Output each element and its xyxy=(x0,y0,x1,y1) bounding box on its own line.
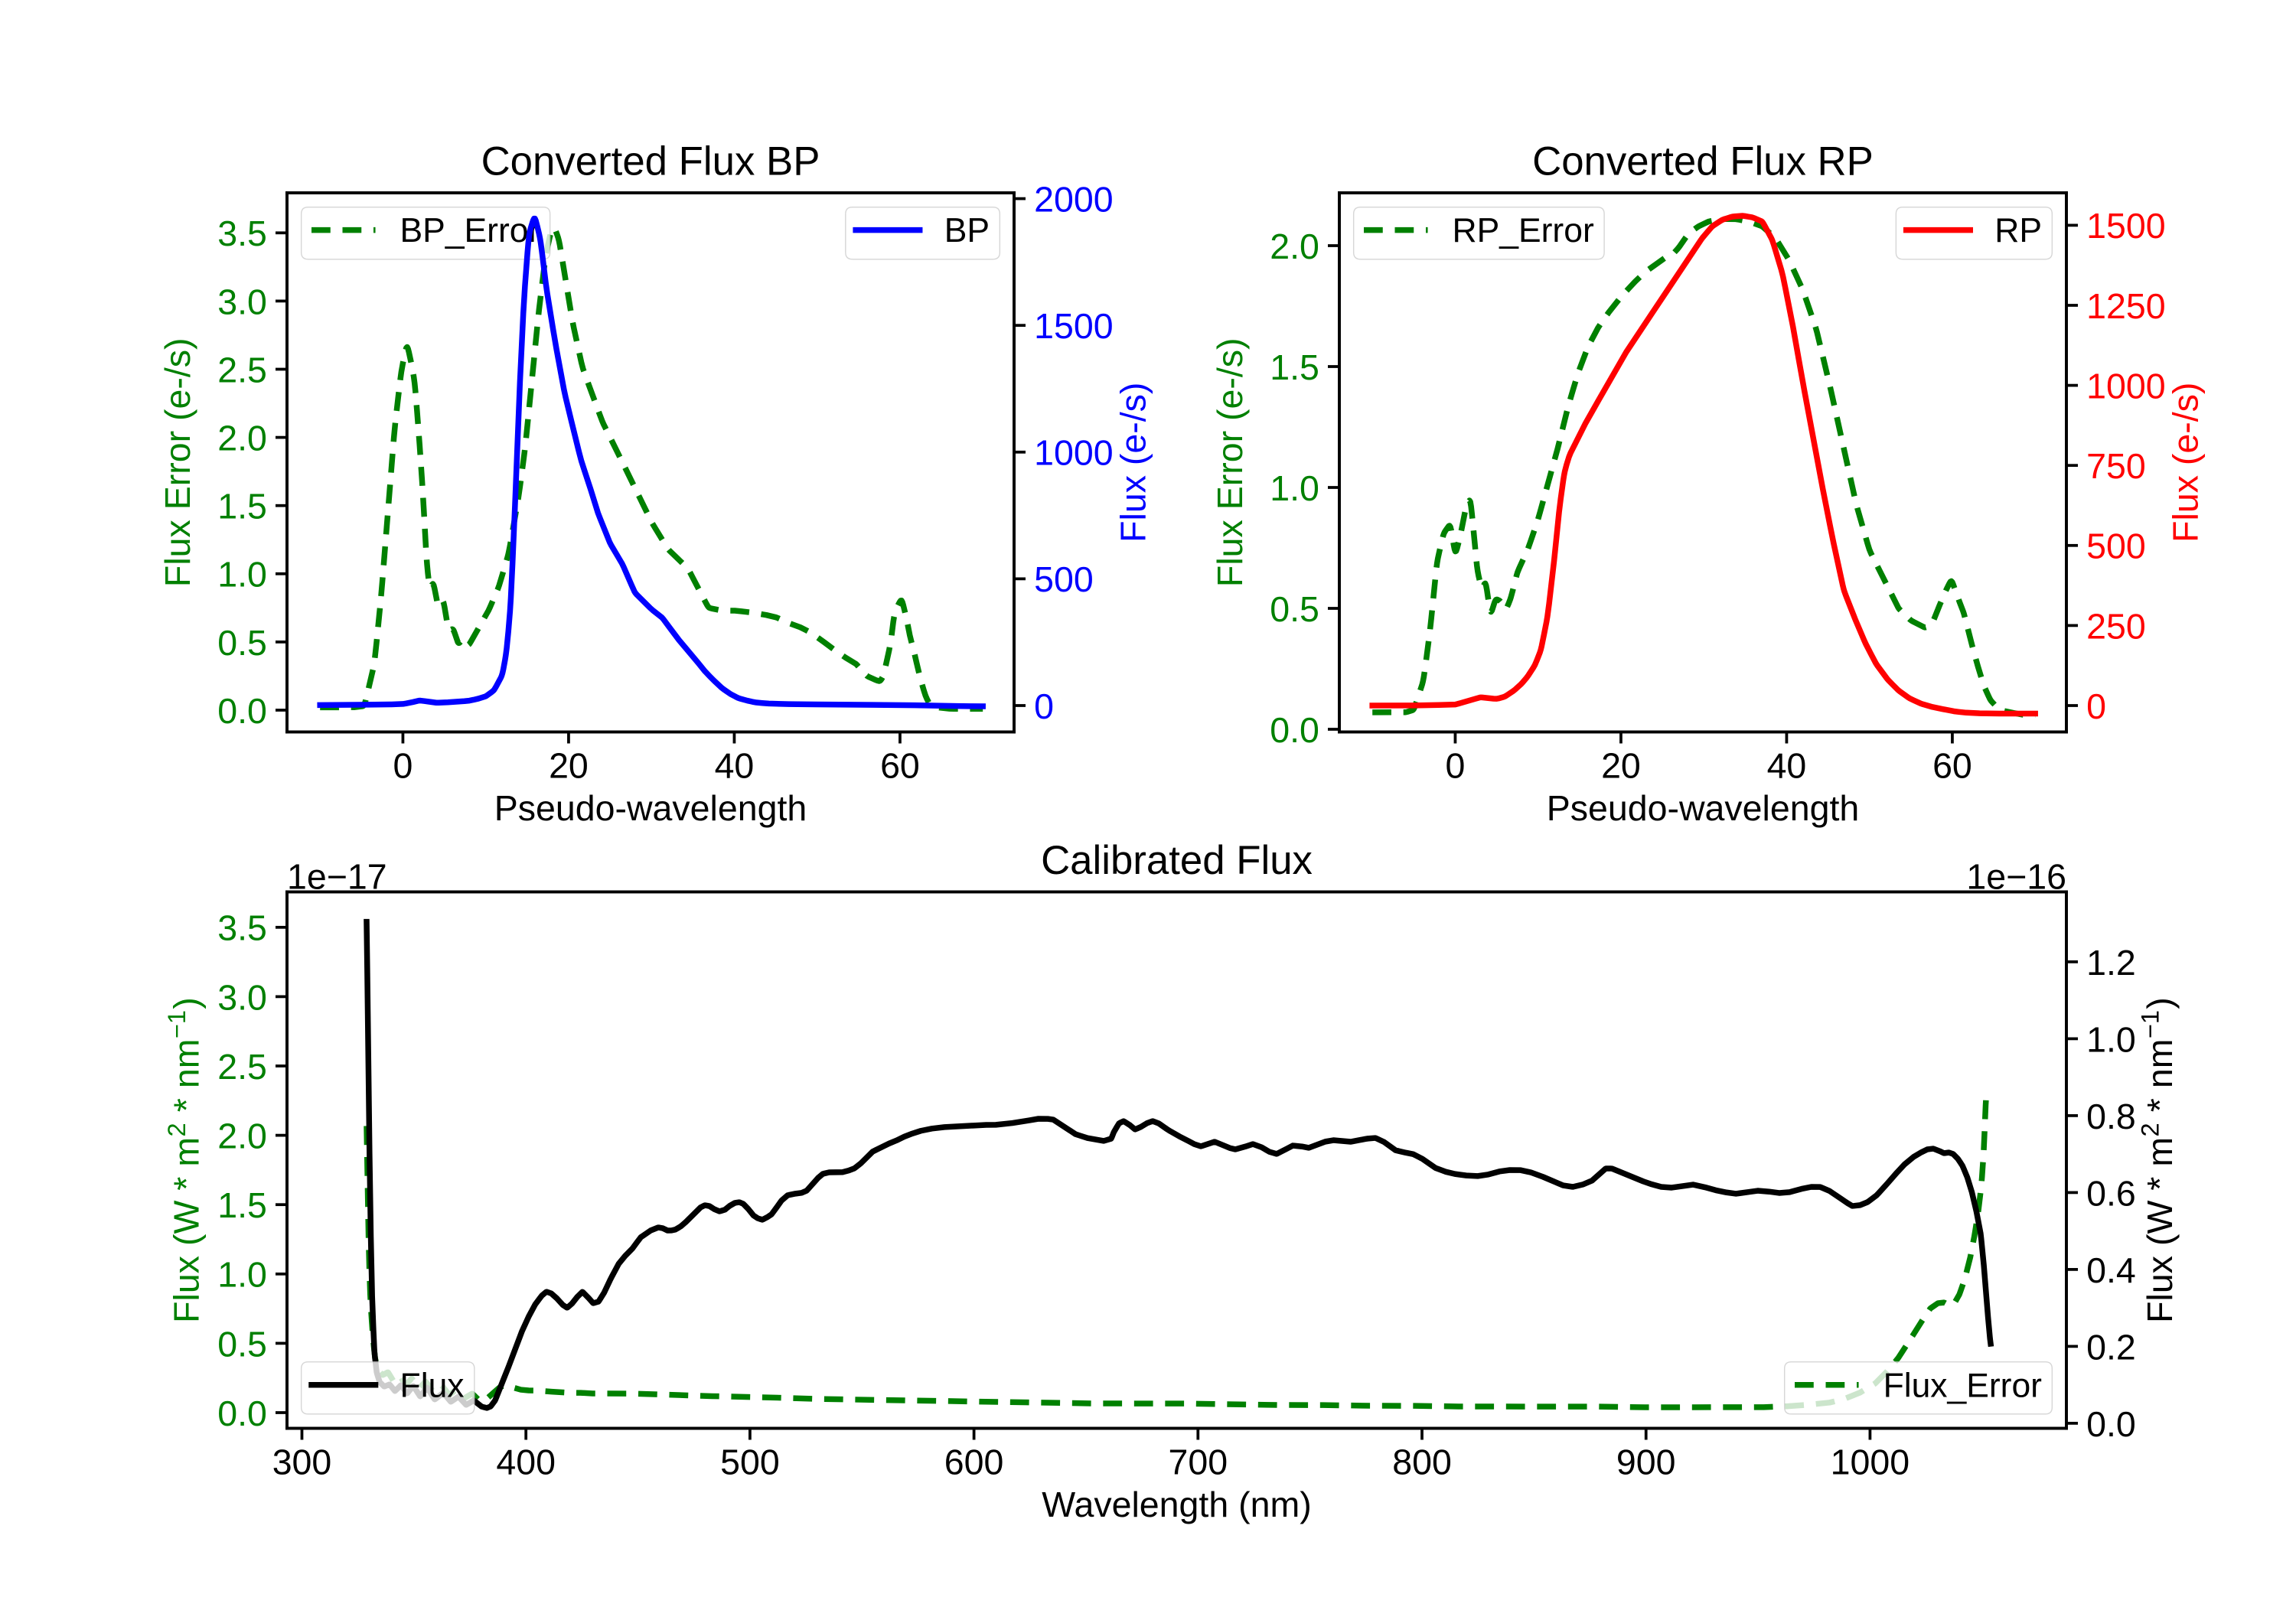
svg-text:0: 0 xyxy=(2086,686,2106,726)
svg-text:Flux (e-/s): Flux (e-/s) xyxy=(1114,383,1153,543)
svg-text:0.0: 0.0 xyxy=(217,1393,267,1433)
svg-text:2000: 2000 xyxy=(1034,179,1113,219)
svg-text:0.0: 0.0 xyxy=(217,691,267,731)
svg-text:1.0: 1.0 xyxy=(217,555,267,595)
svg-text:800: 800 xyxy=(1392,1442,1452,1482)
svg-text:Calibrated Flux: Calibrated Flux xyxy=(1041,838,1313,883)
svg-text:0: 0 xyxy=(1446,745,1466,785)
svg-text:0.8: 0.8 xyxy=(2086,1097,2136,1136)
svg-text:Wavelength (nm): Wavelength (nm) xyxy=(1042,1485,1311,1524)
svg-text:500: 500 xyxy=(720,1442,780,1482)
svg-text:2.0: 2.0 xyxy=(217,418,267,458)
svg-text:250: 250 xyxy=(2086,606,2146,646)
svg-text:20: 20 xyxy=(549,745,589,785)
svg-text:RP: RP xyxy=(1994,212,2042,249)
svg-text:500: 500 xyxy=(1034,559,1094,599)
svg-text:3.5: 3.5 xyxy=(217,214,267,253)
svg-text:500: 500 xyxy=(2086,526,2146,566)
svg-text:40: 40 xyxy=(715,745,755,785)
svg-text:3.5: 3.5 xyxy=(217,908,267,948)
svg-text:1500: 1500 xyxy=(1034,306,1113,346)
svg-text:1.5: 1.5 xyxy=(217,487,267,526)
svg-text:0: 0 xyxy=(1034,686,1054,726)
svg-text:400: 400 xyxy=(496,1442,556,1482)
svg-text:0.5: 0.5 xyxy=(217,1324,267,1364)
svg-text:Pseudo-wavelength: Pseudo-wavelength xyxy=(1547,788,1860,828)
svg-text:1e−17: 1e−17 xyxy=(287,856,387,896)
svg-text:1000: 1000 xyxy=(2086,366,2165,406)
svg-text:RP_Error: RP_Error xyxy=(1453,212,1594,249)
svg-text:1.5: 1.5 xyxy=(217,1185,267,1225)
svg-text:3.0: 3.0 xyxy=(217,282,267,321)
svg-text:2.5: 2.5 xyxy=(217,350,267,390)
svg-text:1500: 1500 xyxy=(2086,206,2165,246)
svg-text:1e−16: 1e−16 xyxy=(1966,856,2066,896)
svg-text:1.2: 1.2 xyxy=(2086,943,2136,983)
svg-text:1.0: 1.0 xyxy=(1270,468,1319,508)
svg-text:60: 60 xyxy=(880,745,920,785)
svg-text:BP: BP xyxy=(944,212,990,249)
svg-text:1250: 1250 xyxy=(2086,286,2165,326)
svg-text:1.0: 1.0 xyxy=(2086,1019,2136,1059)
svg-text:Flux Error (e-/s): Flux Error (e-/s) xyxy=(158,337,197,587)
svg-text:F l u x: F l u x ( W * m * n m ) 2 − 1 xyxy=(2137,993,2180,1323)
svg-text:0.0: 0.0 xyxy=(1270,710,1319,750)
svg-text:600: 600 xyxy=(944,1442,1004,1482)
svg-text:60: 60 xyxy=(1932,745,1972,785)
svg-text:3.0: 3.0 xyxy=(217,977,267,1017)
svg-text:Flux (e-/s): Flux (e-/s) xyxy=(2166,383,2206,543)
svg-text:1.5: 1.5 xyxy=(1270,347,1319,387)
svg-text:0.4: 0.4 xyxy=(2086,1250,2136,1290)
svg-text:20: 20 xyxy=(1601,745,1641,785)
svg-text:0.2: 0.2 xyxy=(2086,1327,2136,1367)
svg-text:F l u x: F l u x ( W * m * n m ) 2 − 1 xyxy=(163,993,206,1323)
svg-text:750: 750 xyxy=(2086,446,2146,486)
svg-text:Flux_Error: Flux_Error xyxy=(1883,1367,2043,1404)
svg-text:0: 0 xyxy=(393,745,413,785)
svg-text:2.0: 2.0 xyxy=(217,1116,267,1156)
svg-text:1000: 1000 xyxy=(1034,433,1113,473)
svg-text:2.5: 2.5 xyxy=(217,1047,267,1087)
svg-text:300: 300 xyxy=(272,1442,332,1482)
svg-text:1.0: 1.0 xyxy=(217,1255,267,1295)
svg-text:700: 700 xyxy=(1169,1442,1228,1482)
svg-text:Pseudo-wavelength: Pseudo-wavelength xyxy=(494,788,807,828)
svg-text:40: 40 xyxy=(1767,745,1807,785)
svg-text:2.0: 2.0 xyxy=(1270,227,1319,266)
svg-text:0.5: 0.5 xyxy=(1270,589,1319,629)
svg-text:Flux Error (e-/s): Flux Error (e-/s) xyxy=(1210,337,1250,587)
svg-text:0.0: 0.0 xyxy=(2086,1404,2136,1444)
svg-text:1000: 1000 xyxy=(1831,1442,1910,1482)
svg-text:0.5: 0.5 xyxy=(217,623,267,663)
svg-text:Converted Flux BP: Converted Flux BP xyxy=(481,139,820,184)
svg-text:BP_Error: BP_Error xyxy=(400,212,540,249)
svg-text:900: 900 xyxy=(1616,1442,1676,1482)
svg-text:Converted Flux RP: Converted Flux RP xyxy=(1532,139,1874,184)
svg-text:Flux: Flux xyxy=(400,1367,465,1404)
svg-text:0.6: 0.6 xyxy=(2086,1173,2136,1213)
